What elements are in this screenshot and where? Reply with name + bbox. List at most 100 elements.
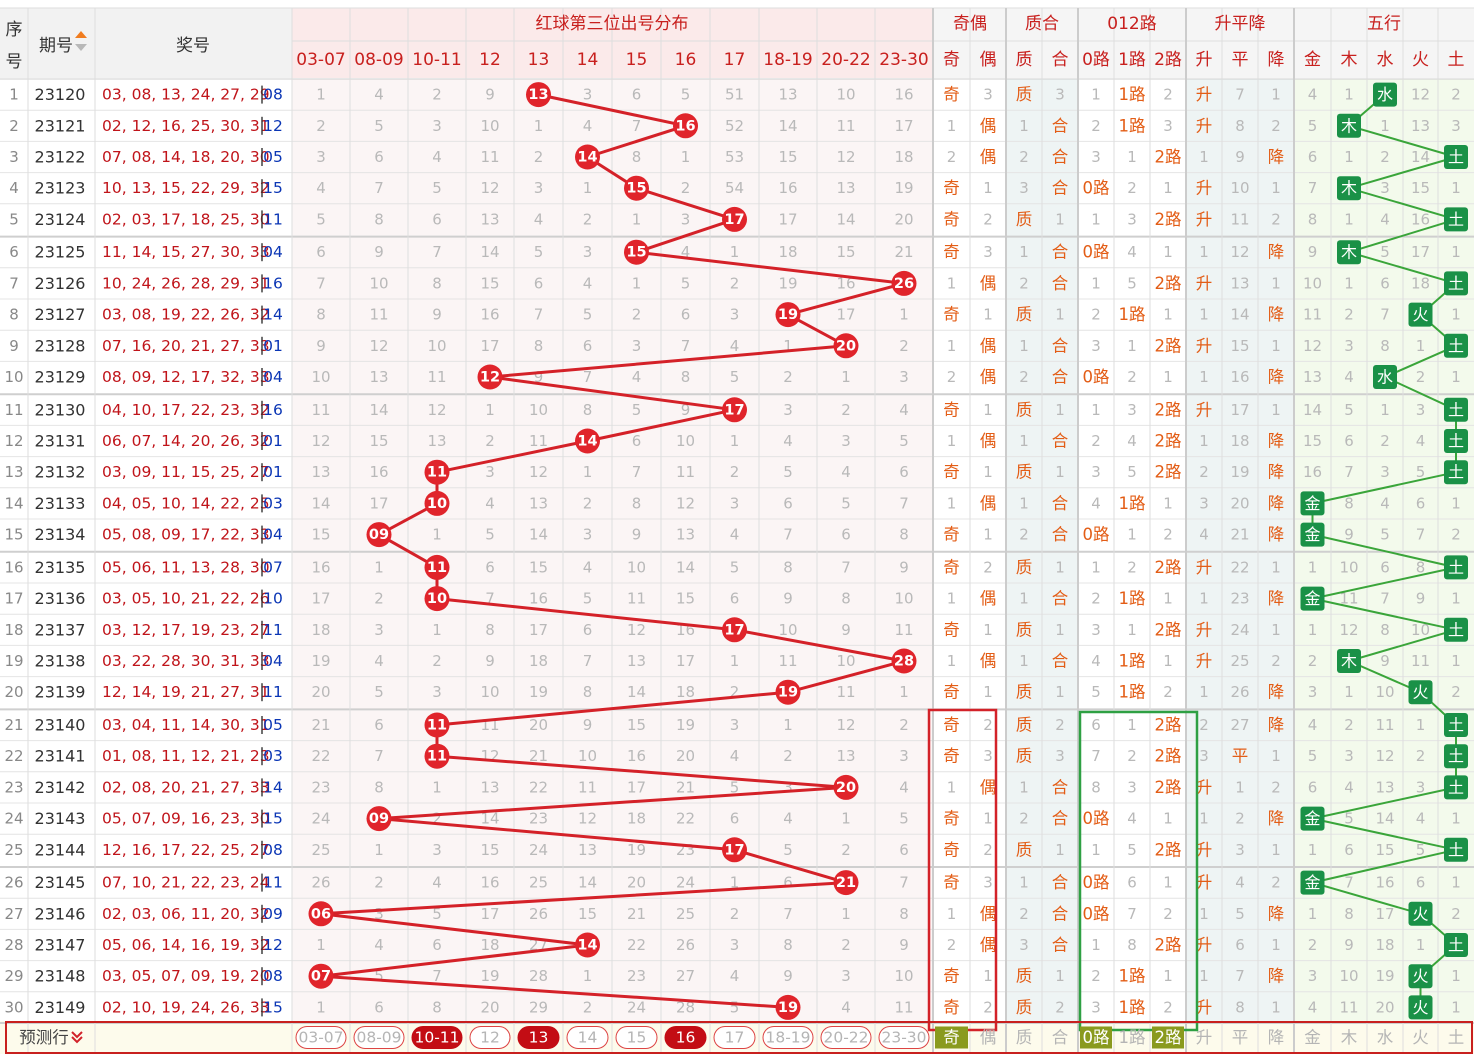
odd-even-hit: 偶 (980, 274, 997, 293)
miss-count: 1 (841, 368, 851, 386)
miss-count: 17 (480, 905, 499, 923)
award-numbers: 04, 05, 10, 14, 22, 25 (102, 494, 270, 512)
predict-dist-button[interactable] (878, 1026, 930, 1049)
miss-count: 1 (730, 652, 740, 670)
predict-dist-button[interactable] (411, 1026, 463, 1049)
road-hit: 2路 (1155, 432, 1182, 451)
row-index: 17 (4, 590, 23, 608)
miss-count: 7 (534, 306, 544, 324)
miss-count: 4 (1127, 432, 1137, 450)
miss-count: 2 (983, 998, 993, 1016)
miss-count: 1 (1451, 243, 1461, 261)
miss-count: 1 (1019, 243, 1029, 261)
miss-count: 19 (676, 716, 695, 734)
miss-count: 12 (529, 463, 548, 481)
row-index: 8 (9, 306, 19, 324)
predict-road-button[interactable] (1080, 1026, 1112, 1049)
predict-odd-even-button[interactable] (935, 1026, 968, 1049)
miss-count: 5 (730, 368, 740, 386)
miss-count: 10 (311, 368, 330, 386)
miss-count: 7 (1127, 905, 1137, 923)
miss-count: 9 (1344, 936, 1354, 954)
prime-composite-hit: 合 (1052, 116, 1069, 135)
predict-row-frame (5, 1021, 1473, 1054)
award-numbers: 10, 24, 26, 28, 29, 31 (102, 274, 270, 292)
predict-dist-button[interactable] (353, 1026, 405, 1049)
miss-count: 5 (1344, 810, 1354, 828)
predict-dist-button[interactable] (615, 1026, 658, 1049)
miss-count: 1 (1271, 86, 1281, 104)
predict-dist-button[interactable] (664, 1026, 707, 1049)
award-numbers: 07, 16, 20, 21, 27, 33 (102, 337, 270, 355)
miss-count: 2 (1271, 210, 1281, 228)
prime-col-header: 质 (1016, 50, 1033, 70)
road-hit: 1路 (1119, 305, 1146, 324)
dist-col-header: 13 (528, 50, 550, 70)
miss-count: 8 (374, 210, 384, 228)
predict-road-button[interactable] (1152, 1026, 1184, 1049)
miss-count: 13 (778, 86, 797, 104)
predict-dist-button[interactable] (469, 1026, 511, 1049)
miss-count: 1 (1271, 401, 1281, 419)
miss-count: 10 (480, 683, 499, 701)
miss-count: 15 (627, 716, 646, 734)
predict-dist-label: 17 (725, 1029, 745, 1047)
miss-count: 12 (1230, 243, 1249, 261)
green-block (1444, 333, 1468, 358)
award-numbers: 08, 09, 12, 17, 32, 33 (102, 368, 270, 386)
row-index: 24 (4, 810, 23, 828)
road-hit: 0路 (1083, 368, 1110, 387)
award-blue: 11 (263, 874, 283, 892)
miss-count: 16 (1375, 874, 1394, 892)
miss-count: 2 (1127, 179, 1137, 197)
miss-count: 8 (432, 998, 442, 1016)
wuxing-block-label: 土 (1448, 400, 1464, 419)
miss-count: 10 (1375, 683, 1394, 701)
trend-hit: 降 (1268, 809, 1285, 828)
award-numbers: 02, 12, 16, 25, 30, 31 (102, 117, 270, 135)
miss-count: 10 (778, 621, 797, 639)
predict-dist-label: 16 (676, 1029, 696, 1047)
miss-count: 3 (730, 936, 740, 954)
predict-dist-button[interactable] (713, 1026, 756, 1049)
miss-count: 16 (1411, 210, 1430, 228)
wuxing-block-label: 水 (1377, 368, 1393, 387)
miss-count: 2 (947, 368, 957, 386)
miss-count: 18 (311, 621, 330, 639)
wuxing-block-label: 木 (1341, 116, 1357, 135)
miss-count: 7 (632, 117, 642, 135)
road-col-header: 2路 (1154, 50, 1182, 70)
predict-dist-button[interactable] (517, 1026, 560, 1049)
miss-count: 6 (534, 274, 544, 292)
predict-dist-button[interactable] (762, 1026, 814, 1049)
miss-count: 9 (632, 526, 642, 544)
predict-dist-button[interactable] (295, 1026, 347, 1049)
green-block (1373, 365, 1397, 389)
award-blue: 16 (263, 274, 283, 292)
miss-count: 12 (836, 716, 855, 734)
miss-count: 4 (316, 179, 326, 197)
period-cell: 23130 (35, 400, 86, 419)
miss-count: 1 (1091, 558, 1101, 576)
miss-count: 14 (1375, 810, 1394, 828)
predict-dist-button[interactable] (820, 1026, 872, 1049)
red-ball (673, 113, 698, 139)
road-col-header: 0路 (1082, 50, 1110, 70)
miss-count: 13 (836, 179, 855, 197)
miss-count: 1 (841, 905, 851, 923)
prime-composite-hit: 质 (1016, 210, 1033, 229)
miss-count: 6 (632, 432, 642, 450)
predict-dist-button[interactable] (566, 1026, 609, 1049)
miss-count: 11 (894, 621, 913, 639)
miss-count: 1 (1019, 590, 1029, 608)
miss-count: 3 (1416, 401, 1426, 419)
award-numbers: 02, 10, 19, 24, 26, 33 (102, 998, 270, 1016)
predict-road-label: 2路 (1155, 1028, 1182, 1047)
miss-count: 14 (480, 810, 499, 828)
miss-count: 15 (836, 243, 855, 261)
period-cell: 23121 (35, 116, 86, 135)
row-index: 9 (9, 337, 19, 355)
miss-count: 20 (894, 210, 913, 228)
